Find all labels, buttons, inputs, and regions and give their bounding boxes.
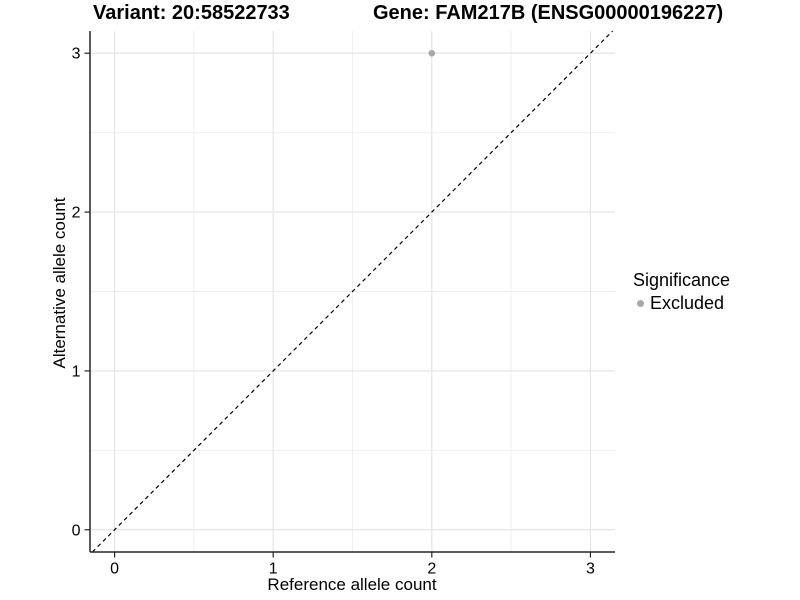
x-tick-label: 0 (110, 561, 119, 578)
y-tick-label: 0 (72, 522, 81, 539)
legend-item-label: Excluded (650, 293, 725, 313)
excluded-point-icon (637, 300, 644, 307)
legend-item: Excluded (633, 293, 730, 314)
y-tick-label: 1 (72, 363, 81, 380)
data-point (428, 49, 436, 57)
x-tick-label: 2 (427, 561, 436, 578)
y-tick-label: 2 (72, 205, 81, 222)
identity-line (91, 30, 614, 553)
legend: Significance Excluded (633, 270, 730, 314)
x-tick-label: 1 (269, 561, 278, 578)
x-tick-label: 3 (586, 561, 595, 578)
legend-title: Significance (633, 270, 731, 290)
plot-title-gene: Gene: FAM217B (ENSG00000196227) (373, 2, 724, 24)
y-tick-label: 3 (72, 46, 81, 63)
plot-title-variant: Variant: 20:58522733 (93, 2, 290, 24)
x-axis-title: Reference allele count (267, 575, 437, 594)
